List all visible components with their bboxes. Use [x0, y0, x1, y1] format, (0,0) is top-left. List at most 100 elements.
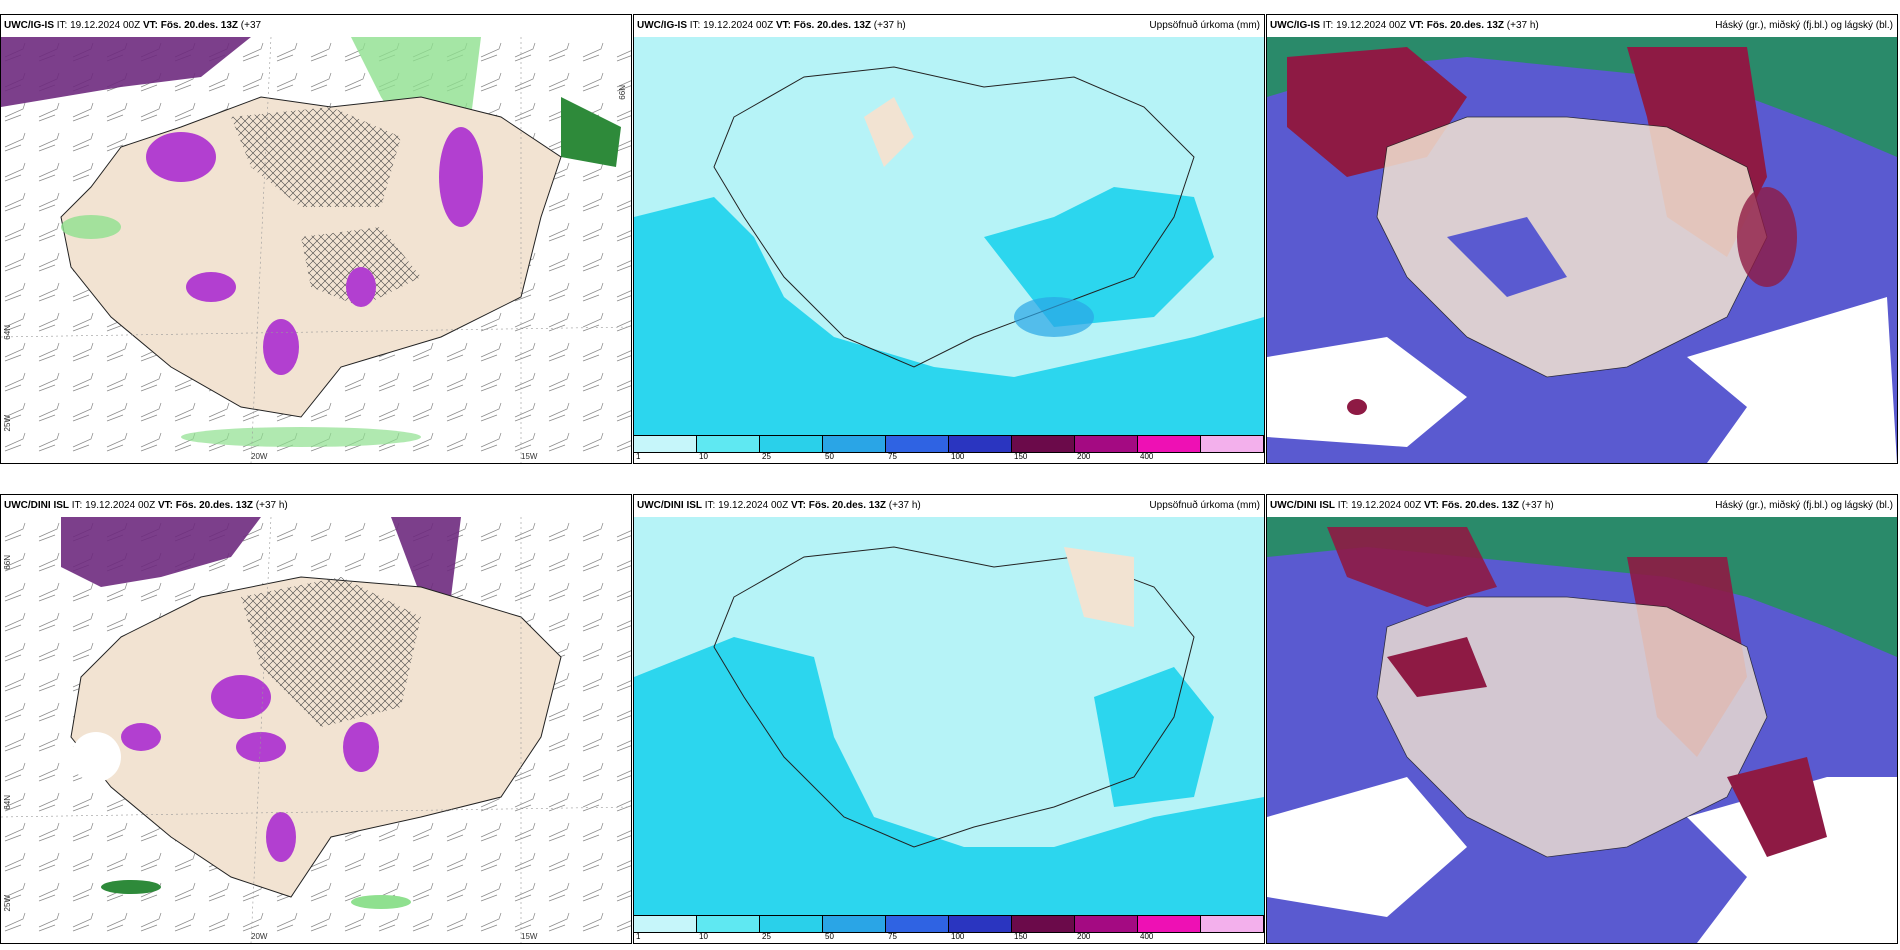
map-canvas[interactable]	[634, 37, 1264, 435]
lat-label-64n: 64N	[3, 325, 12, 340]
legend-tick-label: 25	[762, 932, 771, 941]
init-time: IT: 19.12.2024 00Z	[1322, 20, 1407, 31]
lat-label-64n: 64N	[3, 795, 12, 810]
init-time: IT: 19.12.2024 00Z	[71, 500, 156, 511]
legend-tick-label: 400	[1140, 452, 1154, 461]
valid-time: VT: Fös. 20.des. 13Z	[775, 20, 872, 31]
map-canvas[interactable]	[634, 517, 1264, 915]
init-time: IT: 19.12.2024 00Z	[56, 20, 141, 31]
lead-time: (+37 h)	[1506, 20, 1539, 31]
legend-swatch	[1138, 436, 1201, 452]
legend-tick-label: 400	[1140, 932, 1154, 941]
lead-time: (+37 h)	[1521, 500, 1554, 511]
field-label: Uppsöfnuð úrkoma (mm)	[1149, 500, 1260, 511]
lon-label-15w: 15W	[521, 932, 538, 941]
map-canvas[interactable]	[1, 37, 631, 463]
bottom-row: UWC/DINI ISL IT: 19.12.2024 00Z VT: Fös.…	[0, 494, 1900, 944]
lon-label-20w: 20W	[251, 452, 268, 461]
legend-swatch	[949, 436, 1012, 452]
lat-label-66n: 66N	[618, 85, 627, 100]
field-label: Uppsöfnuð úrkoma (mm)	[1149, 20, 1260, 31]
legend-tick-label: 50	[825, 932, 834, 941]
field-label: Háský (gr.), miðský (fj.bl.) og lágský (…	[1715, 500, 1893, 511]
precip-type-map-igis: UWC/IG-IS IT: 19.12.2024 00Z VT: Fös. 20…	[0, 14, 632, 464]
cloud-layers-map-igis: UWC/IG-IS IT: 19.12.2024 00Z VT: Fös. 20…	[1266, 14, 1898, 464]
map-graphic	[634, 517, 1264, 915]
lat-label-25w: 25W	[3, 895, 12, 912]
lon-label-20w: 20W	[251, 932, 268, 941]
legend-swatch	[1201, 436, 1264, 452]
valid-time: VT: Fös. 20.des. 13Z	[157, 500, 254, 511]
legend-tick-label: 10	[699, 452, 708, 461]
map-graphic	[1, 517, 631, 943]
legend-tick-label: 100	[951, 452, 965, 461]
init-time: IT: 19.12.2024 00Z	[689, 20, 774, 31]
init-time: IT: 19.12.2024 00Z	[704, 500, 789, 511]
legend-swatch	[1201, 916, 1264, 932]
legend-swatch	[1075, 436, 1138, 452]
legend-tick-label: 50	[825, 452, 834, 461]
legend-swatch	[760, 916, 823, 932]
model-name: UWC/IG-IS	[637, 20, 687, 31]
legend-color-bar	[634, 435, 1264, 453]
legend-tick-label: 25	[762, 452, 771, 461]
precip-legend: 1 10 25 50 75 100 150 200 400	[634, 435, 1264, 463]
legend-tick-label: 75	[888, 932, 897, 941]
model-name: UWC/IG-IS	[4, 20, 54, 31]
panel-header: UWC/IG-IS IT: 19.12.2024 00Z VT: Fös. 20…	[1267, 15, 1897, 37]
legend-swatch	[697, 436, 760, 452]
legend-swatch	[1012, 436, 1075, 452]
map-graphic	[1267, 517, 1897, 943]
lon-label-15w: 15W	[521, 452, 538, 461]
precip-accum-map-igis: UWC/IG-IS IT: 19.12.2024 00Z VT: Fös. 20…	[633, 14, 1265, 464]
legend-tick-label: 10	[699, 932, 708, 941]
legend-swatch	[697, 916, 760, 932]
map-graphic	[634, 37, 1264, 435]
valid-time: VT: Fös. 20.des. 13Z	[1408, 20, 1505, 31]
legend-swatch	[1075, 916, 1138, 932]
model-name: UWC/DINI ISL	[637, 500, 702, 511]
legend-swatch	[634, 436, 697, 452]
valid-time: VT: Fös. 20.des. 13Z	[142, 20, 239, 31]
legend-tick-label: 150	[1014, 452, 1028, 461]
legend-swatch	[823, 916, 886, 932]
panel-header: UWC/DINI ISL IT: 19.12.2024 00Z VT: Fös.…	[634, 495, 1264, 517]
legend-ticks: 1 10 25 50 75 100 150 200 400	[634, 452, 1264, 463]
model-name: UWC/DINI ISL	[4, 500, 69, 511]
legend-swatch	[634, 916, 697, 932]
top-row: UWC/IG-IS IT: 19.12.2024 00Z VT: Fös. 20…	[0, 14, 1900, 464]
model-name: UWC/DINI ISL	[1270, 500, 1335, 511]
panel-header: UWC/IG-IS IT: 19.12.2024 00Z VT: Fös. 20…	[634, 15, 1264, 37]
legend-tick-label: 75	[888, 452, 897, 461]
legend-tick-label: 1	[636, 932, 641, 941]
legend-ticks: 1 10 25 50 75 100 150 200 400	[634, 932, 1264, 943]
lat-label-25w: 25W	[3, 415, 12, 432]
legend-swatch	[823, 436, 886, 452]
precip-legend: 1 10 25 50 75 100 150 200 400	[634, 915, 1264, 943]
legend-swatch	[949, 916, 1012, 932]
valid-time: VT: Fös. 20.des. 13Z	[1423, 500, 1520, 511]
lat-label-66n: 66N	[3, 555, 12, 570]
panel-header: UWC/DINI ISL IT: 19.12.2024 00Z VT: Fös.…	[1267, 495, 1897, 517]
legend-swatch	[760, 436, 823, 452]
map-graphic	[1, 37, 631, 463]
lead-time: (+37 h)	[255, 500, 288, 511]
lead-time: (+37	[240, 20, 262, 31]
legend-tick-label: 200	[1077, 452, 1091, 461]
map-canvas[interactable]	[1, 517, 631, 943]
legend-tick-label: 200	[1077, 932, 1091, 941]
legend-swatch	[1138, 916, 1201, 932]
map-canvas[interactable]	[1267, 517, 1897, 943]
legend-swatch	[1012, 916, 1075, 932]
model-name: UWC/IG-IS	[1270, 20, 1320, 31]
lead-time: (+37 h)	[873, 20, 906, 31]
legend-tick-label: 100	[951, 932, 965, 941]
map-canvas[interactable]	[1267, 37, 1897, 463]
valid-time: VT: Fös. 20.des. 13Z	[790, 500, 887, 511]
legend-color-bar	[634, 915, 1264, 933]
legend-swatch	[886, 916, 949, 932]
panel-header: UWC/DINI ISL IT: 19.12.2024 00Z VT: Fös.…	[1, 495, 631, 517]
precip-accum-map-dini: UWC/DINI ISL IT: 19.12.2024 00Z VT: Fös.…	[633, 494, 1265, 944]
legend-tick-label: 150	[1014, 932, 1028, 941]
lead-time: (+37 h)	[888, 500, 921, 511]
